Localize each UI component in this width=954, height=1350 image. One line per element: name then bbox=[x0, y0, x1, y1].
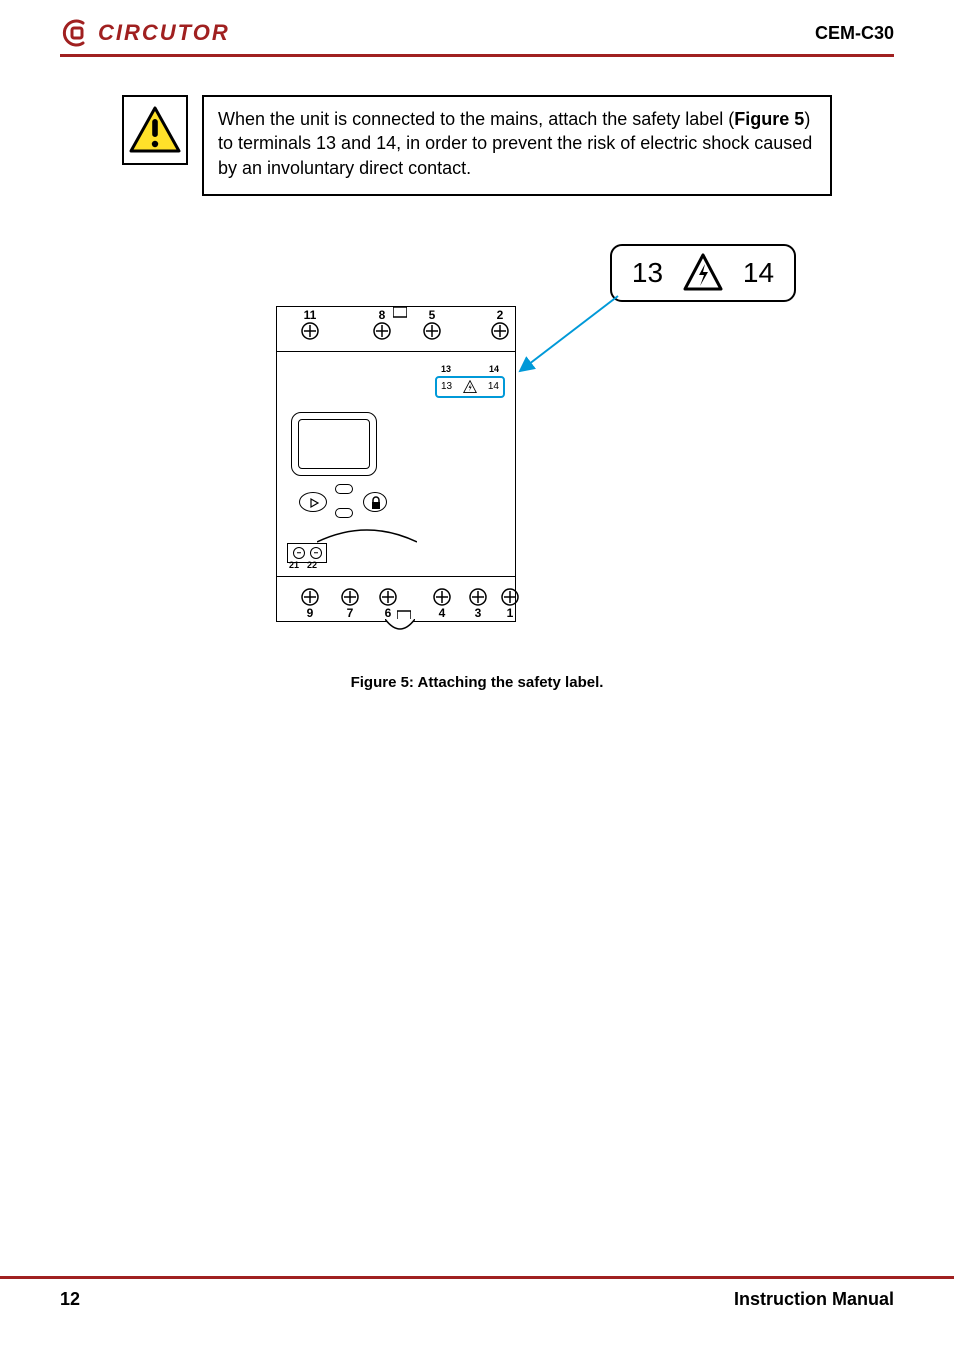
terminal: 1 bbox=[495, 587, 525, 619]
device-button bbox=[335, 508, 353, 518]
device-button bbox=[363, 492, 387, 512]
warning-text: When the unit is connected to the mains,… bbox=[202, 95, 832, 196]
bottom-terminal-row: 976431 bbox=[276, 576, 516, 622]
terminal: 5 bbox=[417, 309, 447, 341]
high-voltage-icon bbox=[463, 380, 477, 394]
page-number: 12 bbox=[60, 1289, 80, 1310]
terminal: 9 bbox=[295, 587, 325, 619]
lock-icon bbox=[364, 493, 388, 513]
mini-label-right: 14 bbox=[488, 381, 499, 392]
port-num-a: 21 bbox=[289, 560, 299, 570]
warning-text-before: When the unit is connected to the mains,… bbox=[218, 109, 734, 129]
mini-num-left: 13 bbox=[441, 364, 451, 374]
top-terminal-row: 11 85 2 bbox=[276, 306, 516, 352]
brand-name: CIRCUTOR bbox=[98, 20, 230, 46]
terminal: 6 bbox=[373, 587, 403, 619]
warning-figure-ref: Figure 5 bbox=[734, 109, 804, 129]
page-header: CIRCUTOR CEM-C30 bbox=[60, 18, 894, 57]
brand-logo: CIRCUTOR bbox=[60, 18, 230, 48]
terminal: 7 bbox=[335, 587, 365, 619]
mini-safety-label: 13 14 bbox=[435, 376, 505, 398]
footer-title: Instruction Manual bbox=[734, 1289, 894, 1310]
terminal: 2 bbox=[485, 309, 515, 341]
play-icon bbox=[300, 493, 328, 513]
terminal: 4 bbox=[427, 587, 457, 619]
brand-mark-icon bbox=[60, 18, 90, 48]
port-num-b: 22 bbox=[307, 560, 317, 570]
cover-arc-icon bbox=[317, 524, 417, 544]
model-name: CEM-C30 bbox=[815, 23, 894, 44]
mini-label-left: 13 bbox=[441, 381, 452, 392]
device-button bbox=[299, 492, 327, 512]
terminal: 3 bbox=[463, 587, 493, 619]
warning-icon-box bbox=[122, 95, 188, 165]
tab-icon bbox=[385, 619, 415, 631]
mini-num-right: 14 bbox=[489, 364, 499, 374]
warning-box: When the unit is connected to the mains,… bbox=[122, 95, 832, 196]
warning-icon bbox=[128, 105, 182, 155]
figure-5: 13 14 11852 bbox=[60, 236, 894, 666]
device-button bbox=[335, 484, 353, 494]
device-body: 13 14 13 14 bbox=[276, 352, 516, 562]
terminal: 11 bbox=[295, 309, 325, 341]
terminal: 8 bbox=[367, 309, 397, 341]
page-footer: 12 Instruction Manual bbox=[0, 1276, 954, 1310]
device-diagram: 11 85 2 13 14 13 14 bbox=[276, 306, 516, 622]
mini-label-area: 13 14 13 14 bbox=[435, 364, 505, 398]
figure-caption: Figure 5: Attaching the safety label. bbox=[60, 674, 894, 691]
device-lcd bbox=[291, 412, 377, 476]
